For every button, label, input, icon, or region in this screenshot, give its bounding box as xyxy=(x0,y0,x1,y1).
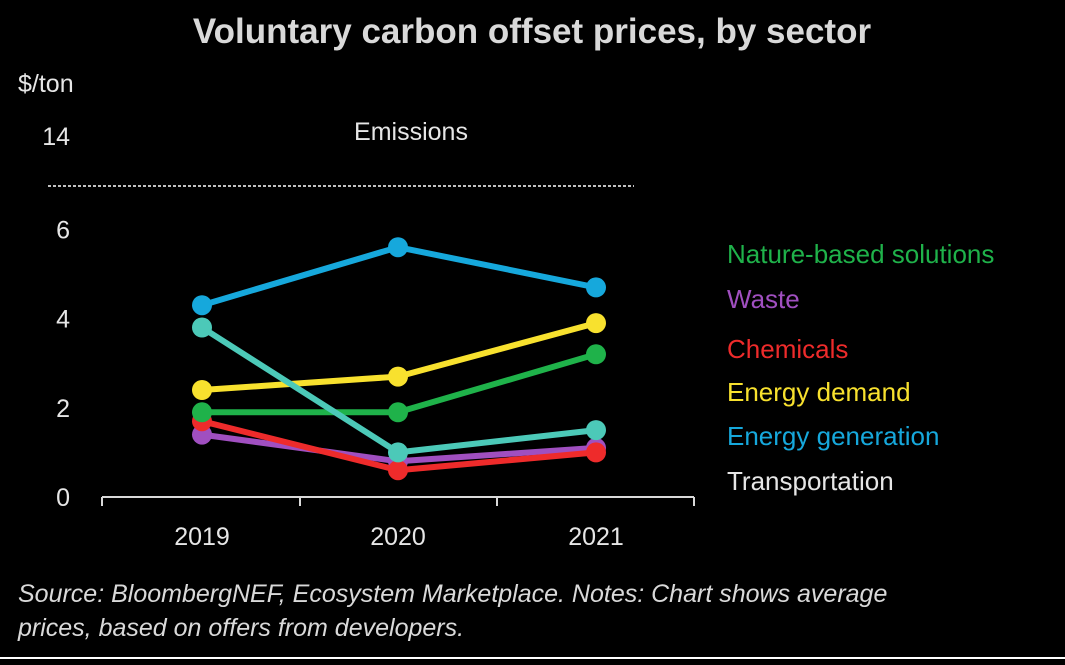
y-tick-label: 4 xyxy=(56,306,70,334)
x-tick-label: 2021 xyxy=(568,523,624,551)
legend-entry: Nature-based solutions xyxy=(727,239,994,269)
source-note: Source: BloombergNEF, Ecosystem Marketpl… xyxy=(18,580,887,608)
data-point-transportation xyxy=(388,442,408,463)
axis-break-label: Emissions xyxy=(354,118,468,146)
data-point-chemicals xyxy=(586,442,606,463)
data-point-energy-demand xyxy=(388,366,408,387)
data-point-nature-based-solutions xyxy=(586,344,606,365)
data-point-transportation xyxy=(586,420,606,441)
chart-title: Voluntary carbon offset prices, by secto… xyxy=(193,12,872,51)
data-point-energy-generation xyxy=(192,295,212,316)
data-point-energy-generation xyxy=(388,237,408,258)
legend-entry: Energy demand xyxy=(727,377,911,407)
data-point-energy-demand xyxy=(586,313,606,334)
data-point-transportation xyxy=(192,317,212,338)
data-point-nature-based-solutions xyxy=(192,402,212,423)
data-point-energy-generation xyxy=(586,277,606,298)
legend-entry: Energy generation xyxy=(727,421,939,451)
source-note: prices, based on offers from developers. xyxy=(17,614,464,642)
x-tick-label: 2020 xyxy=(370,523,426,551)
y-tick-label: 6 xyxy=(56,216,70,244)
y-tick-label: 14 xyxy=(42,123,70,151)
data-point-energy-demand xyxy=(192,380,212,400)
y-tick-label: 0 xyxy=(56,484,70,512)
y-tick-label: 2 xyxy=(56,395,70,423)
legend-entry: Waste xyxy=(727,284,800,314)
y-axis-unit-label: $/ton xyxy=(18,70,74,98)
legend-entry: Chemicals xyxy=(727,334,848,364)
data-point-nature-based-solutions xyxy=(388,402,408,423)
legend-entry: Transportation xyxy=(727,466,894,496)
data-point-chemicals xyxy=(388,460,408,481)
x-tick-label: 2019 xyxy=(174,523,230,551)
